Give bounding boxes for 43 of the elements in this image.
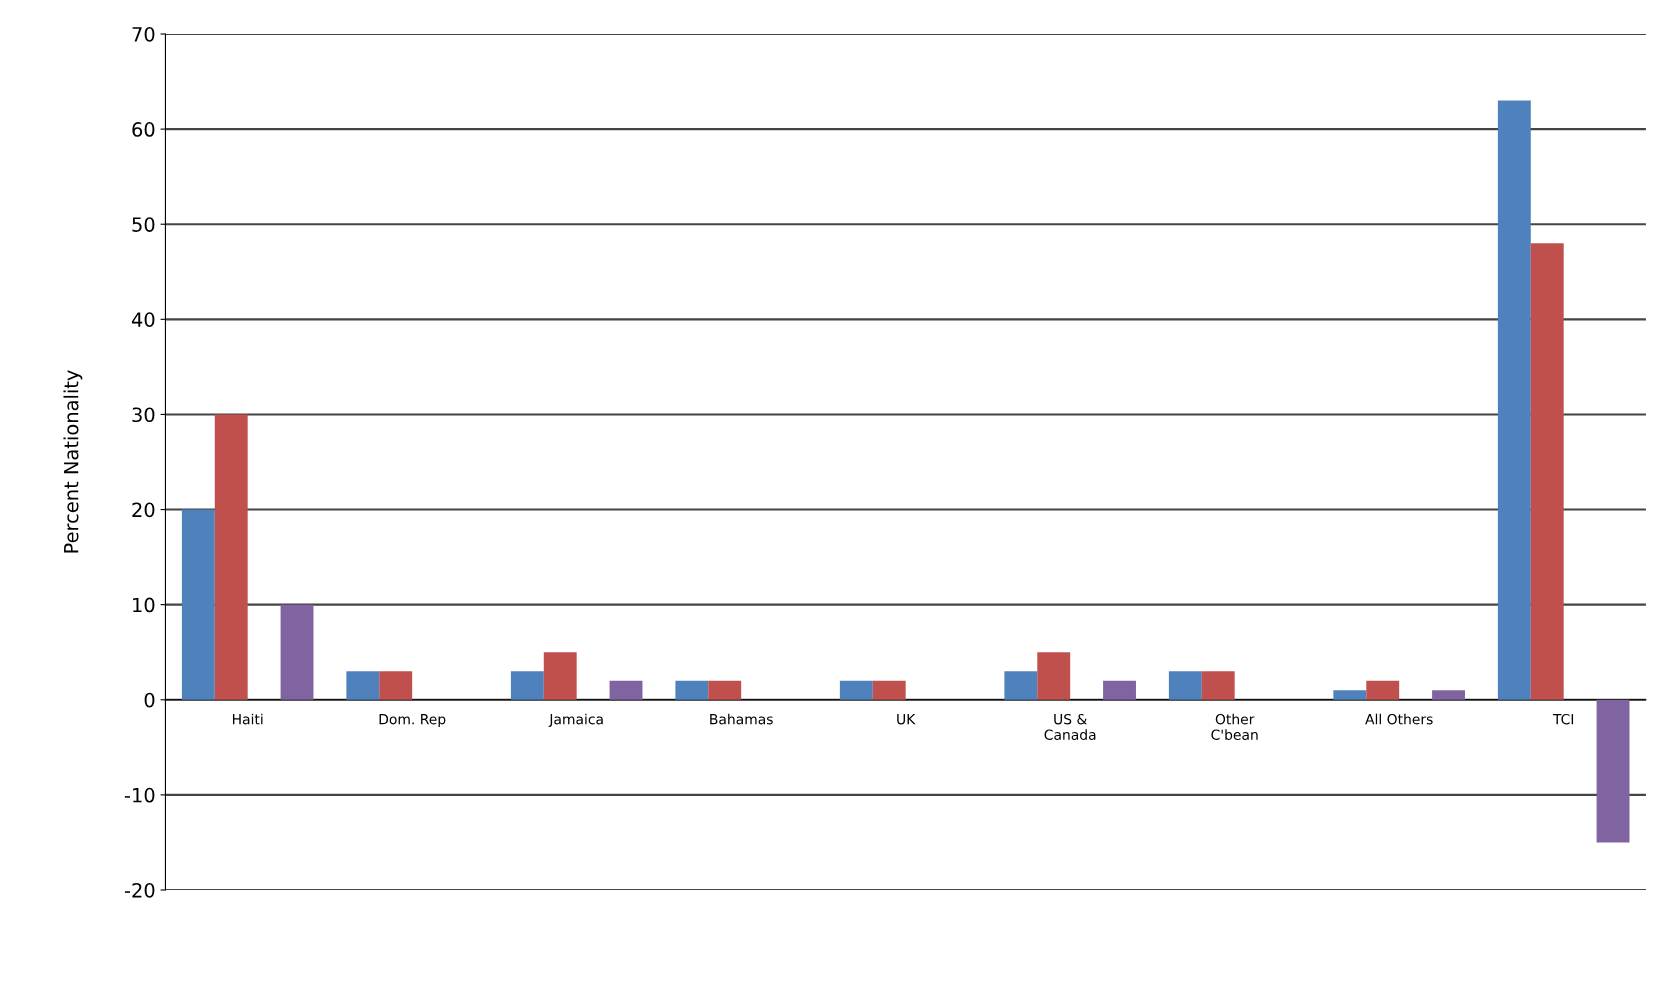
y-tick-label: 10 <box>133 597 155 613</box>
y-tick-label: 40 <box>131 312 155 327</box>
bar <box>510 671 544 700</box>
y-tick-label: 30 <box>132 407 155 423</box>
bar <box>181 509 215 700</box>
x-tick-label: TCI <box>1552 713 1574 725</box>
x-tick-label: US & Canada <box>1044 713 1096 740</box>
bar <box>543 652 577 700</box>
bar <box>1366 680 1400 700</box>
bar <box>1168 671 1202 700</box>
y-tick-label: 50 <box>132 217 155 232</box>
bar <box>872 680 906 700</box>
x-tick-label: UK <box>897 714 916 725</box>
x-tick-label: Jamaica <box>548 713 603 727</box>
bar <box>1004 671 1038 700</box>
y-tick-label: 20 <box>132 502 155 518</box>
bar <box>1103 680 1136 700</box>
bar <box>1530 243 1564 700</box>
bar <box>1037 652 1071 700</box>
bar <box>708 680 742 700</box>
bar <box>1596 699 1630 843</box>
x-tick-label: All Others <box>1365 713 1433 725</box>
bar <box>214 414 248 700</box>
y-tick-label: 70 <box>132 26 155 42</box>
y-tick-label: 60 <box>132 122 155 137</box>
bar <box>1201 671 1235 700</box>
x-tick-label: Other C'bean <box>1211 713 1258 740</box>
bar <box>379 671 413 700</box>
x-tick-label: Bahamas <box>710 713 773 725</box>
bar <box>675 680 709 700</box>
y-axis-title: Percent Nationality <box>63 370 83 553</box>
bar <box>280 604 314 700</box>
y-tick-label: -20 <box>124 882 155 898</box>
x-tick-label: Dom. Rep <box>379 714 446 728</box>
bar <box>1497 100 1531 700</box>
bar <box>1432 690 1465 700</box>
x-tick-label: Haiti <box>232 713 263 725</box>
y-tick-label: 0 <box>144 692 155 708</box>
bar <box>1333 690 1367 700</box>
y-tick-label: -10 <box>124 787 155 803</box>
bar <box>609 680 643 700</box>
bar <box>346 671 380 700</box>
bar <box>839 680 873 700</box>
